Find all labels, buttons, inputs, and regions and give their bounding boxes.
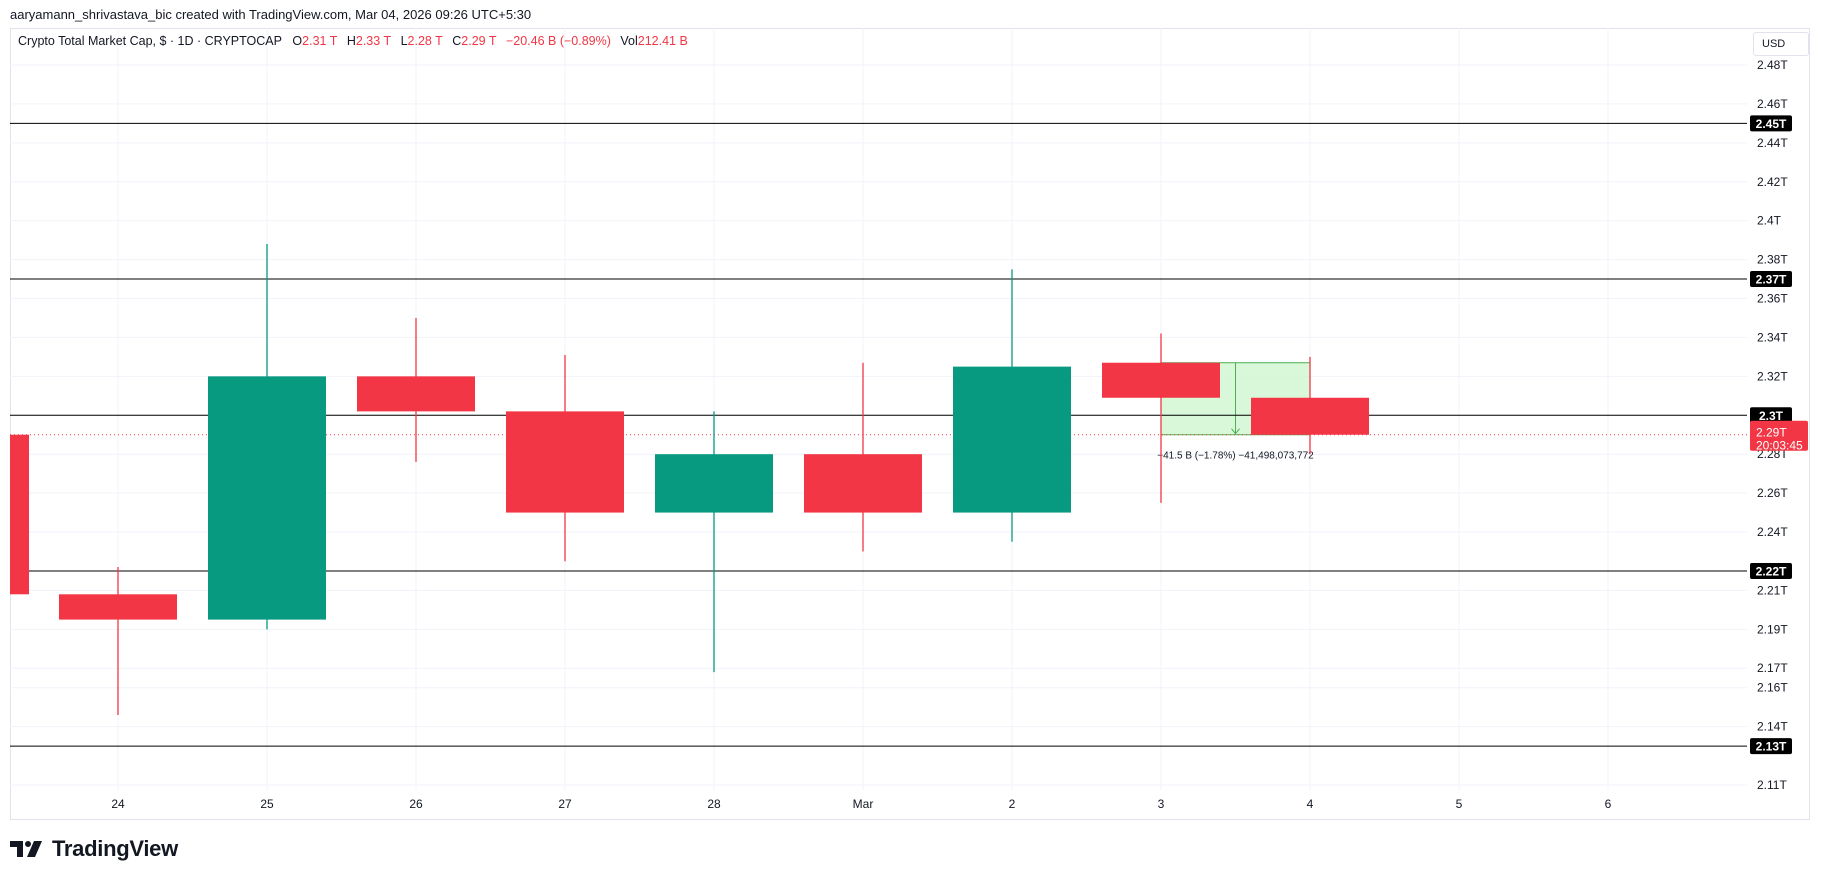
level-badge-label: 2.13T (1756, 740, 1787, 754)
y-tick-label: 2.19T (1757, 622, 1788, 636)
tradingview-wordmark: TradingView (52, 836, 178, 861)
high-label: H (346, 34, 356, 48)
y-tick-label: 2.4T (1757, 214, 1782, 228)
x-tick-label: 2 (1009, 797, 1016, 811)
x-tick-label: 5 (1456, 797, 1463, 811)
x-tick-label: 3 (1158, 797, 1165, 811)
level-badge (1750, 407, 1792, 424)
chart-frame[interactable] (10, 28, 1810, 820)
level-badge-label: 2.3T (1759, 409, 1784, 423)
x-tick-label: 27 (558, 797, 572, 811)
countdown-label: 20:03:45 (1756, 439, 1803, 453)
y-tick-label: 2.46T (1757, 97, 1788, 111)
level-badge (1750, 271, 1792, 288)
level-badge (1750, 115, 1792, 132)
y-tick-label: 2.11T (1757, 778, 1787, 792)
level-badge-label: 2.45T (1756, 117, 1787, 131)
level-badge-label: 2.22T (1756, 564, 1787, 578)
x-tick-label: 25 (260, 797, 274, 811)
last-price-badge (1750, 420, 1808, 451)
low-label: L (400, 34, 408, 48)
currency-selector[interactable]: USD (1753, 32, 1809, 56)
symbol-name[interactable]: Crypto Total Market Cap, $ · 1D · CRYPTO… (18, 34, 282, 48)
y-tick-label: 2.34T (1757, 330, 1788, 344)
open-label: O (292, 34, 303, 48)
x-tick-label: 4 (1307, 797, 1314, 811)
open-value: 2.31 T (302, 34, 338, 48)
candle-body (506, 411, 624, 513)
y-tick-label: 2.16T (1757, 681, 1788, 695)
volume-value: 212.41 B (637, 34, 688, 48)
candle-body (208, 376, 326, 620)
y-tick-label: 2.21T (1757, 583, 1788, 597)
x-tick-label: 6 (1605, 797, 1612, 811)
low-value: 2.28 T (407, 34, 443, 48)
change-value: −20.46 B (−0.89%) (505, 34, 611, 48)
candle-body (953, 366, 1071, 513)
y-tick-label: 2.32T (1757, 369, 1788, 383)
measure-label: −41.5 B (−1.78%) −41,498,073,772 (1157, 451, 1314, 462)
y-tick-label: 2.14T (1757, 720, 1788, 734)
candles (10, 244, 1369, 715)
candle-body (59, 594, 177, 620)
level-badge (1750, 562, 1792, 579)
candle-body (804, 454, 922, 513)
y-tick-label: 2.26T (1757, 486, 1788, 500)
x-tick-label: 28 (707, 797, 721, 811)
close-value: 2.29 T (461, 34, 497, 48)
close-label: C (452, 34, 462, 48)
candle-body (357, 376, 475, 412)
last-price-label: 2.29T (1756, 426, 1787, 440)
time-axis: 24 25 26 27 28 Mar 2 3 4 5 6 (111, 797, 1611, 811)
y-tick-label: 2.44T (1757, 136, 1788, 150)
y-tick-label: 2.42T (1757, 175, 1788, 189)
x-tick-label: 24 (111, 797, 125, 811)
y-tick-label: 2.36T (1757, 292, 1788, 306)
x-tick-label: Mar (853, 797, 874, 811)
candle-body (1102, 362, 1220, 398)
tradingview-logo-icon (10, 841, 42, 857)
symbol-legend[interactable]: Crypto Total Market Cap, $ · 1D · CRYPTO… (18, 34, 694, 48)
level-badge (1750, 738, 1792, 755)
volume-label: Vol (620, 34, 638, 48)
candle-body (655, 454, 773, 513)
y-tick-label: 2.48T (1757, 58, 1788, 72)
y-tick-label: 2.17T (1757, 661, 1788, 675)
y-tick-label: 2.38T (1757, 253, 1788, 267)
x-tick-label: 26 (409, 797, 423, 811)
tradingview-logo[interactable]: TradingView (10, 836, 178, 862)
measure-arrow-head (1231, 428, 1240, 435)
candle-body (10, 434, 29, 595)
level-badge-label: 2.37T (1756, 273, 1787, 287)
candle-body (1251, 397, 1369, 435)
y-tick-label: 2.24T (1757, 525, 1788, 539)
high-value: 2.33 T (355, 34, 392, 48)
attribution-text: aaryamann_shrivastava_bic created with T… (10, 7, 532, 22)
